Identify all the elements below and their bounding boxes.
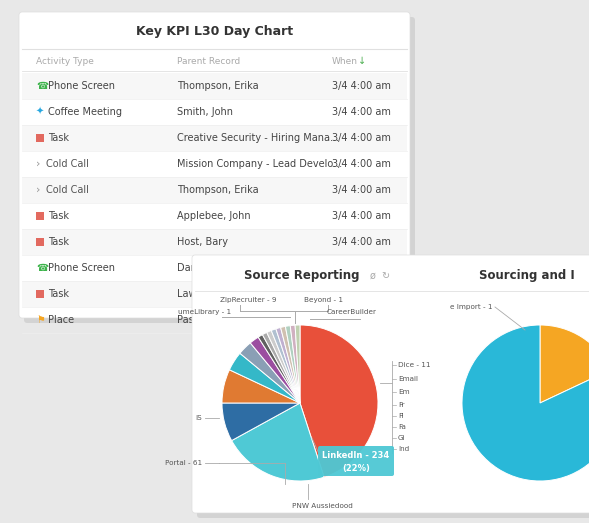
- Text: Gi: Gi: [398, 435, 406, 441]
- Wedge shape: [250, 337, 300, 403]
- Text: Danmeyer, Nick: Danmeyer, Nick: [177, 263, 256, 273]
- Text: ☎: ☎: [36, 263, 48, 273]
- Text: Fi: Fi: [398, 413, 403, 419]
- Text: umeLibrary - 1: umeLibrary - 1: [178, 309, 231, 315]
- Wedge shape: [540, 325, 589, 403]
- Text: 3/4 4:00 am: 3/4 4:00 am: [332, 185, 391, 195]
- Text: Task: Task: [48, 133, 69, 143]
- Text: Task: Task: [48, 289, 69, 299]
- Text: ↓: ↓: [358, 56, 366, 66]
- Text: 3/4 4:00 am: 3/4 4:00 am: [332, 211, 391, 221]
- Text: Dice - 11: Dice - 11: [398, 362, 431, 368]
- Bar: [36, 290, 44, 298]
- Bar: [36, 238, 44, 246]
- Text: Sourcing and I: Sourcing and I: [479, 269, 574, 282]
- Text: Mission Company - Lead Develo...: Mission Company - Lead Develo...: [177, 159, 342, 169]
- Text: Lawinski, Matt: Lawinski, Matt: [177, 289, 247, 299]
- Text: ✦: ✦: [36, 107, 44, 117]
- Text: Activity Type: Activity Type: [36, 56, 94, 65]
- Wedge shape: [272, 329, 300, 403]
- Text: Email: Email: [398, 376, 418, 382]
- Text: Creative Security - Hiring Mana...: Creative Security - Hiring Mana...: [177, 133, 339, 143]
- Wedge shape: [280, 326, 300, 403]
- Text: 3/4 4:00 am: 3/4 4:00 am: [332, 263, 391, 273]
- Text: Applebee, John: Applebee, John: [177, 211, 251, 221]
- FancyBboxPatch shape: [19, 12, 410, 318]
- Text: Phone Screen: Phone Screen: [48, 81, 115, 91]
- Wedge shape: [295, 325, 300, 403]
- FancyBboxPatch shape: [318, 446, 394, 476]
- Text: e Import - 1: e Import - 1: [449, 304, 492, 310]
- Wedge shape: [222, 370, 300, 403]
- Text: When: When: [332, 56, 358, 65]
- Wedge shape: [290, 325, 300, 403]
- Text: IS: IS: [195, 415, 202, 421]
- Bar: [22, 281, 407, 307]
- Text: Host, Bary: Host, Bary: [177, 237, 228, 247]
- Wedge shape: [286, 326, 300, 403]
- Bar: [22, 125, 407, 151]
- Text: 3/4 4:00 am: 3/4 4:00 am: [332, 133, 391, 143]
- Wedge shape: [231, 403, 324, 481]
- Text: CareerBuilder: CareerBuilder: [327, 309, 377, 315]
- Text: Ind: Ind: [398, 446, 409, 452]
- Wedge shape: [263, 333, 300, 403]
- Text: ø: ø: [369, 271, 375, 281]
- Text: Key KPI L30 Day Chart: Key KPI L30 Day Chart: [136, 26, 293, 39]
- Wedge shape: [300, 325, 378, 477]
- Bar: [36, 212, 44, 220]
- Text: Task: Task: [48, 211, 69, 221]
- Text: LinkedIn - 234: LinkedIn - 234: [322, 451, 390, 460]
- Text: Fr: Fr: [398, 402, 405, 408]
- Text: PNW Aussiedood: PNW Aussiedood: [292, 503, 352, 509]
- Text: 3/4 4:00 am: 3/4 4:00 am: [332, 81, 391, 91]
- Text: Portal - 61: Portal - 61: [165, 460, 202, 466]
- Text: Em: Em: [398, 389, 409, 395]
- Text: 3/4 4:00 am: 3/4 4:00 am: [332, 107, 391, 117]
- Wedge shape: [222, 403, 300, 440]
- Text: Phone Screen: Phone Screen: [48, 263, 115, 273]
- Text: Fa: Fa: [398, 424, 406, 430]
- Wedge shape: [276, 327, 300, 403]
- Text: ⚑: ⚑: [36, 315, 45, 325]
- Text: Place: Place: [48, 315, 74, 325]
- Bar: [22, 229, 407, 255]
- FancyBboxPatch shape: [192, 255, 589, 513]
- Text: ZipRecruiter - 9: ZipRecruiter - 9: [220, 297, 276, 303]
- Text: Source Reporting: Source Reporting: [244, 269, 359, 282]
- Text: Pascel, Marcus: Pascel, Marcus: [177, 315, 249, 325]
- Bar: [36, 134, 44, 142]
- FancyBboxPatch shape: [24, 17, 415, 323]
- Text: Coffee Meeting: Coffee Meeting: [48, 107, 122, 117]
- Wedge shape: [240, 343, 300, 403]
- Text: Thompson, Erika: Thompson, Erika: [177, 185, 259, 195]
- Wedge shape: [230, 353, 300, 403]
- Wedge shape: [462, 325, 589, 481]
- Text: 3/4 4:00 am: 3/4 4:00 am: [332, 289, 391, 299]
- Text: ›: ›: [36, 185, 41, 195]
- Text: Smith, John: Smith, John: [177, 107, 233, 117]
- Text: (22%): (22%): [342, 463, 370, 472]
- Text: Cold Call: Cold Call: [46, 185, 89, 195]
- Text: Beyond - 1: Beyond - 1: [305, 297, 343, 303]
- Text: 3/4 4:00 am: 3/4 4:00 am: [332, 237, 391, 247]
- Text: 3/4 4:00 am: 3/4 4:00 am: [332, 159, 391, 169]
- Text: Parent Record: Parent Record: [177, 56, 240, 65]
- Wedge shape: [258, 335, 300, 403]
- Text: Thompson, Erika: Thompson, Erika: [177, 81, 259, 91]
- Text: Cold Call: Cold Call: [46, 159, 89, 169]
- Bar: [22, 73, 407, 99]
- Text: Task: Task: [48, 237, 69, 247]
- Text: ↻: ↻: [382, 271, 389, 281]
- Bar: [22, 15, 407, 49]
- Wedge shape: [267, 331, 300, 403]
- FancyBboxPatch shape: [197, 260, 589, 518]
- Text: 3/4 4:00 am: 3/4 4:00 am: [332, 315, 391, 325]
- Bar: [22, 177, 407, 203]
- Text: ›: ›: [36, 159, 41, 169]
- Text: ☎: ☎: [36, 81, 48, 91]
